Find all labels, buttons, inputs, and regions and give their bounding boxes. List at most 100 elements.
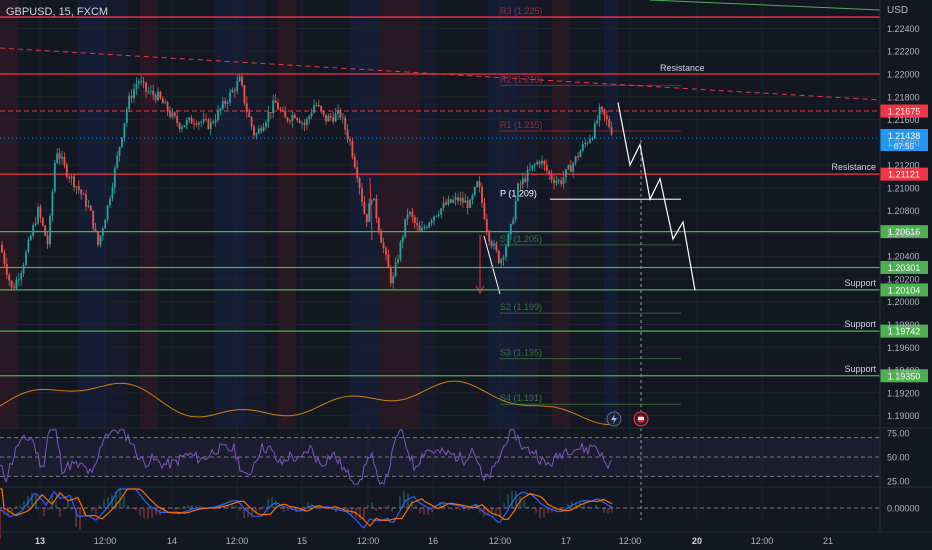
candle-body-218 <box>524 178 527 182</box>
level-tag-6: 1.20104 <box>888 285 921 295</box>
candle-body-158 <box>380 231 383 243</box>
candle-body-105 <box>253 126 255 136</box>
time-tick-2: 14 <box>167 536 177 546</box>
candle-body-116 <box>279 109 282 111</box>
candle-body-225 <box>541 160 543 164</box>
candle-body-18 <box>44 225 47 236</box>
currency-label[interactable]: USD <box>887 5 908 16</box>
candle-body-123 <box>296 118 299 121</box>
price-tick-16: 1.19200 <box>887 388 920 398</box>
candle-body-113 <box>272 100 275 114</box>
current-price-tag[interactable]: 1.21438 <box>888 131 921 141</box>
candle-body-175 <box>421 227 423 231</box>
candle-body-2 <box>5 264 8 275</box>
candle-body-77 <box>185 120 188 126</box>
candle-body-144 <box>346 129 349 139</box>
level-tag-box-2 <box>880 104 928 118</box>
signal-line[interactable] <box>0 488 613 527</box>
candle-body-72 <box>173 112 176 116</box>
candle-body-243 <box>584 143 587 145</box>
candle-body-206 <box>495 243 498 251</box>
candle-body-85 <box>205 118 207 120</box>
candle-body-33 <box>80 189 83 195</box>
candle-body-227 <box>545 164 548 171</box>
candle-body-183 <box>440 208 443 215</box>
candle-body-181 <box>435 215 438 217</box>
candle-body-168 <box>404 218 407 237</box>
candle-body-140 <box>337 109 339 114</box>
candle-body-108 <box>260 128 263 132</box>
candle-body-55 <box>133 88 135 99</box>
candle-body-41 <box>99 235 102 245</box>
candle-body-47 <box>113 167 116 188</box>
session-bands <box>0 0 618 427</box>
candle-body-188 <box>452 199 455 203</box>
price-tick-6: 1.21200 <box>887 161 920 171</box>
candle-body-31 <box>75 186 78 188</box>
candle-body-198 <box>476 181 479 188</box>
candle-body-240 <box>577 156 579 158</box>
candle-body-146 <box>351 141 354 157</box>
candle-body-141 <box>339 109 342 118</box>
candle-body-94 <box>226 102 229 104</box>
rsi-line[interactable] <box>0 429 613 486</box>
time-tick-9: 12:00 <box>619 536 642 546</box>
candle-body-80 <box>193 123 195 125</box>
session-band-11 <box>518 0 538 427</box>
candle-body-134 <box>322 110 325 115</box>
rsi-pane[interactable]: 75.00 50.00 25.00 <box>0 427 932 487</box>
alert-flag-icon[interactable] <box>633 411 649 427</box>
candle-body-17 <box>41 217 44 226</box>
price-tick-12: 1.20000 <box>887 297 920 307</box>
candle-body-215 <box>517 183 519 201</box>
candle-body-159 <box>382 242 385 249</box>
price-axis[interactable]: 1.22400 1.22200 1.22000 1.21800 1.21600 1.214… <box>879 0 920 532</box>
macd-pane[interactable]: 0.00000 <box>0 486 932 539</box>
candle-body-162 <box>389 267 392 284</box>
candle-body-112 <box>269 112 272 114</box>
session-band-6 <box>278 0 296 427</box>
candle-body-201 <box>483 202 486 220</box>
price-oscillator <box>0 380 613 426</box>
candle-body-115 <box>277 102 279 110</box>
candle-body-0 <box>1 244 3 253</box>
candle-body-65 <box>157 91 159 101</box>
candle-body-235 <box>565 169 567 178</box>
projection-path[interactable] <box>617 102 696 291</box>
candle-body-127 <box>305 119 308 125</box>
candle-body-190 <box>457 197 459 201</box>
time-tick-0: 13 <box>35 536 45 546</box>
support-resistance-levels[interactable]: 1.21675 Resistance 1.21121 1.20616 1.20301 Su… <box>0 16 928 383</box>
time-axis[interactable]: 13 12:00 14 12:00 15 12:00 16 12:00 17 12:00 20 12:… <box>0 531 932 546</box>
pivot-levels: R3 (1.225)R2 (1.219)R1 (1.215)P (1.209)S… <box>500 6 681 405</box>
symbol-label[interactable]: GBPUSD, 15, FXCM <box>6 6 108 18</box>
candle-body-166 <box>399 242 402 260</box>
candle-body-174 <box>418 225 421 231</box>
replay-icon[interactable] <box>606 411 622 427</box>
projection-zigzag[interactable] <box>617 102 696 291</box>
candle-body-11 <box>27 239 30 252</box>
candle-body-40 <box>97 231 99 245</box>
candle-body-237 <box>569 165 572 172</box>
candle-body-64 <box>154 95 157 101</box>
candle-body-22 <box>53 163 56 192</box>
candle-body-63 <box>152 90 155 96</box>
candle-body-232 <box>557 180 560 182</box>
candle-body-74 <box>178 122 181 130</box>
candle-body-9 <box>22 265 25 274</box>
candle-body-160 <box>385 248 387 255</box>
candle-body-157 <box>377 218 380 232</box>
candle-body-200 <box>481 186 483 203</box>
candle-body-42 <box>101 228 104 236</box>
candle-body-82 <box>197 122 200 125</box>
macd-line[interactable] <box>0 488 613 529</box>
price-tick-4: 1.21600 <box>887 115 920 125</box>
candle-body-101 <box>243 85 246 104</box>
candle-body-139 <box>334 113 337 122</box>
candle-body-102 <box>245 103 248 113</box>
level-tag-2: 1.21675 <box>888 107 921 117</box>
candle-body-191 <box>459 197 462 201</box>
candle-body-25 <box>61 156 63 159</box>
